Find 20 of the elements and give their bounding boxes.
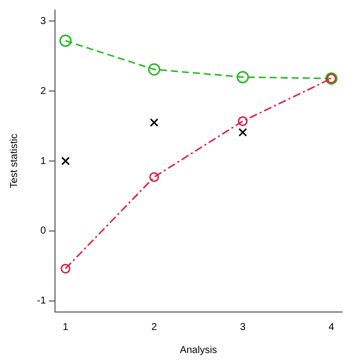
y-tick-label: 0 (40, 226, 46, 237)
y-tick-label: 2 (40, 86, 46, 97)
y-tick-label: 3 (40, 16, 46, 27)
point (60, 264, 70, 274)
point (149, 172, 160, 182)
point (238, 128, 248, 137)
x-axis-title: Analysis (180, 344, 218, 356)
point (148, 63, 160, 76)
point (59, 34, 72, 47)
y-axis-title: Test statistic (8, 134, 20, 188)
point (236, 70, 249, 84)
x-tick-label: 4 (328, 322, 335, 333)
y-tick-label: -1 (36, 296, 46, 307)
point (61, 156, 70, 166)
y-tick-label: 1 (40, 156, 46, 167)
x-tick-label: 1 (62, 322, 69, 333)
point (238, 116, 248, 126)
x-tick-label: 3 (240, 322, 246, 333)
point (150, 118, 158, 127)
x-tick-label: 2 (151, 322, 158, 333)
